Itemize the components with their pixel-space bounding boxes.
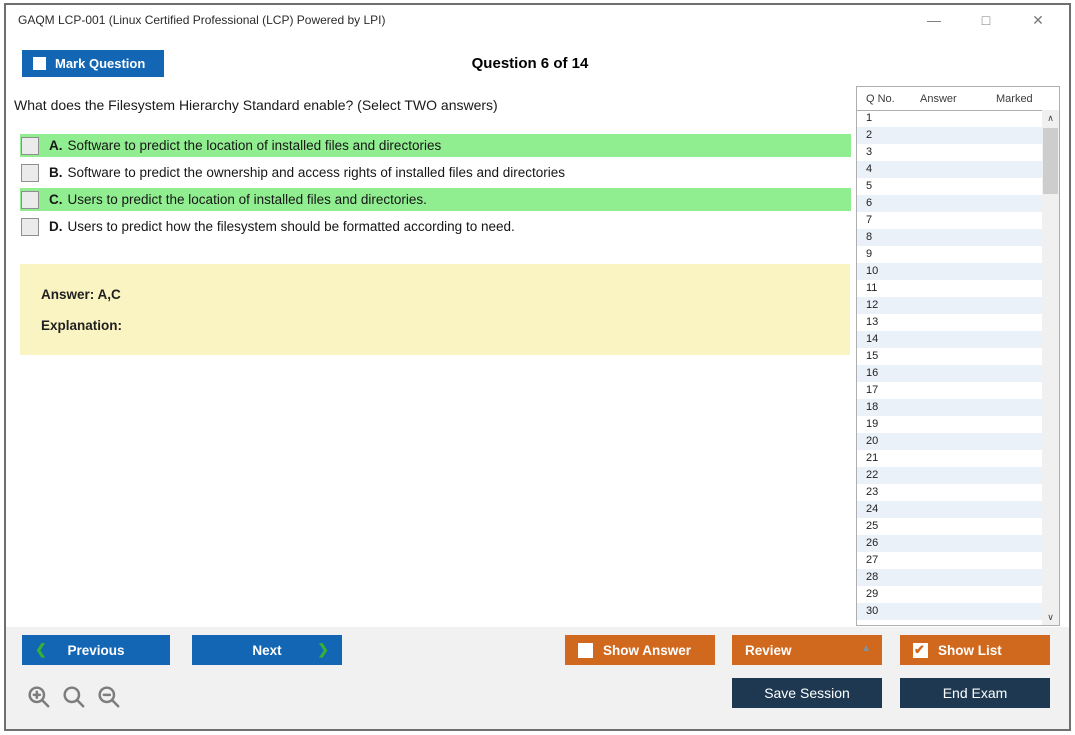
zoom-out-icon[interactable] — [96, 684, 122, 710]
answer-option-a[interactable]: A. Software to predict the location of in… — [20, 134, 851, 157]
next-label: Next — [252, 642, 282, 658]
scrollbar-thumb[interactable] — [1043, 128, 1058, 194]
option-checkbox[interactable] — [21, 217, 39, 236]
show-list-button[interactable]: ✔ Show List — [900, 635, 1050, 665]
column-header-qno: Q No. — [866, 92, 895, 105]
question-counter: Question 6 of 14 — [471, 55, 589, 72]
close-icon[interactable]: ✕ — [1032, 12, 1044, 28]
question-list-row[interactable]: 18 — [857, 399, 1042, 416]
question-list-row[interactable]: 5 — [866, 180, 873, 192]
option-checkbox[interactable] — [21, 136, 39, 155]
question-list-row[interactable]: 28 — [857, 569, 1042, 586]
question-list-row[interactable]: 30 — [857, 603, 1042, 620]
question-list-row[interactable]: 4 — [857, 161, 1042, 178]
option-text: Users to predict how the filesystem shou… — [67, 219, 515, 234]
show-answer-button[interactable]: Show Answer — [565, 635, 715, 665]
review-button[interactable]: Review ▲ — [732, 635, 882, 665]
question-list-row[interactable]: 7 — [866, 214, 873, 226]
scroll-down-icon[interactable]: ∨ — [1047, 612, 1054, 622]
option-checkbox[interactable] — [21, 163, 39, 182]
option-text: Software to predict the location of inst… — [67, 138, 442, 153]
option-text: Software to predict the ownership and ac… — [67, 165, 566, 180]
question-list-scrollbar[interactable]: ∧ ∨ — [1042, 110, 1059, 625]
show-list-label: Show List — [938, 642, 1002, 658]
answer-text: Answer: A,C — [41, 287, 121, 302]
question-list-row[interactable]: 24 — [857, 501, 1042, 518]
question-list-row[interactable]: 16 — [857, 365, 1042, 382]
answer-option-b[interactable]: B. Software to predict the ownership and … — [20, 161, 851, 184]
question-list-row[interactable]: 12 — [857, 297, 1042, 314]
option-letter: B. — [49, 165, 63, 180]
chevron-right-icon: ❯ — [317, 641, 329, 657]
question-text: What does the Filesystem Hierarchy Stand… — [14, 97, 498, 113]
question-list-row[interactable]: 1 — [866, 112, 873, 124]
end-exam-label: End Exam — [942, 685, 1008, 701]
mark-question-checkbox[interactable] — [33, 57, 46, 70]
save-session-button[interactable]: Save Session — [732, 678, 882, 708]
question-list-row[interactable]: 29 — [866, 588, 879, 600]
option-letter: C. — [49, 192, 63, 207]
question-list-row[interactable]: 25 — [866, 520, 879, 532]
options-list: A. Software to predict the location of in… — [20, 134, 851, 242]
maximize-icon[interactable]: □ — [981, 12, 991, 28]
window-controls: — □ ✕ — [923, 10, 1049, 30]
zoom-toolbar — [26, 684, 122, 710]
question-list-row[interactable]: 22 — [857, 467, 1042, 484]
question-list-panel: Q No. Answer Marked 1 2 3 4 5 6 7 8 9 10 11 12 13 14 1… — [856, 86, 1060, 626]
show-answer-checkbox[interactable] — [578, 642, 593, 658]
question-list-row[interactable]: 10 — [857, 263, 1042, 280]
mark-question-label: Mark Question — [55, 56, 146, 71]
option-checkbox[interactable] — [21, 190, 39, 209]
previous-label: Previous — [67, 642, 125, 658]
save-session-label: Save Session — [764, 685, 850, 701]
question-list-row[interactable]: 11 — [866, 282, 878, 294]
minimize-icon[interactable]: — — [927, 12, 941, 28]
question-list-row[interactable]: 6 — [857, 195, 1042, 212]
column-header-answer: Answer — [920, 92, 957, 105]
mark-question-button[interactable]: Mark Question — [22, 50, 164, 77]
next-button[interactable]: Next ❯ — [192, 635, 342, 665]
question-list-row[interactable]: 21 — [866, 452, 879, 464]
window-title: GAQM LCP-001 (Linux Certified Profession… — [18, 13, 386, 27]
zoom-reset-icon[interactable] — [61, 684, 87, 710]
previous-button[interactable]: ❮ Previous — [22, 635, 170, 665]
scroll-up-icon[interactable]: ∧ — [1047, 113, 1054, 123]
chevron-left-icon: ❮ — [35, 641, 47, 657]
end-exam-button[interactable]: End Exam — [900, 678, 1050, 708]
column-header-marked: Marked — [996, 92, 1033, 105]
question-list-row[interactable]: 23 — [866, 486, 879, 498]
question-list-row[interactable]: 9 — [866, 248, 873, 260]
question-list-row[interactable]: 13 — [866, 316, 879, 328]
question-list-row[interactable]: 19 — [866, 418, 879, 430]
question-list-row[interactable]: 27 — [866, 554, 879, 566]
question-list-row[interactable]: 3 — [866, 146, 873, 158]
show-list-checkbox[interactable]: ✔ — [913, 641, 928, 658]
option-letter: D. — [49, 219, 63, 234]
question-list-row[interactable]: 2 — [857, 127, 1042, 144]
question-list-row[interactable]: 20 — [857, 433, 1042, 450]
option-letter: A. — [49, 138, 63, 153]
question-list-header: Q No. Answer Marked — [857, 87, 1059, 111]
question-list-row[interactable]: 14 — [857, 331, 1042, 348]
option-text: Users to predict the location of install… — [67, 192, 427, 207]
answer-box: Answer: A,C Explanation: — [20, 264, 850, 355]
answer-option-c[interactable]: C. Users to predict the location of insta… — [20, 188, 851, 211]
footer-bar — [6, 627, 1069, 729]
checkmark-icon: ✔ — [914, 641, 925, 657]
question-list-rows: 1 2 3 4 5 6 7 8 9 10 11 12 13 14 15 16 17 18 19 20 21 22 23 24 2… — [857, 110, 1042, 625]
show-answer-label: Show Answer — [603, 642, 692, 658]
question-list-row[interactable]: 8 — [857, 229, 1042, 246]
question-list-row[interactable]: 26 — [857, 535, 1042, 552]
question-list-row[interactable]: 17 — [866, 384, 879, 396]
review-label: Review — [745, 642, 792, 658]
zoom-in-icon[interactable] — [26, 684, 52, 710]
explanation-label: Explanation: — [41, 318, 123, 333]
question-list-row[interactable]: 15 — [866, 350, 879, 362]
caret-up-icon: ▲ — [861, 643, 871, 654]
answer-option-d[interactable]: D. Users to predict how the filesystem sh… — [20, 215, 851, 238]
